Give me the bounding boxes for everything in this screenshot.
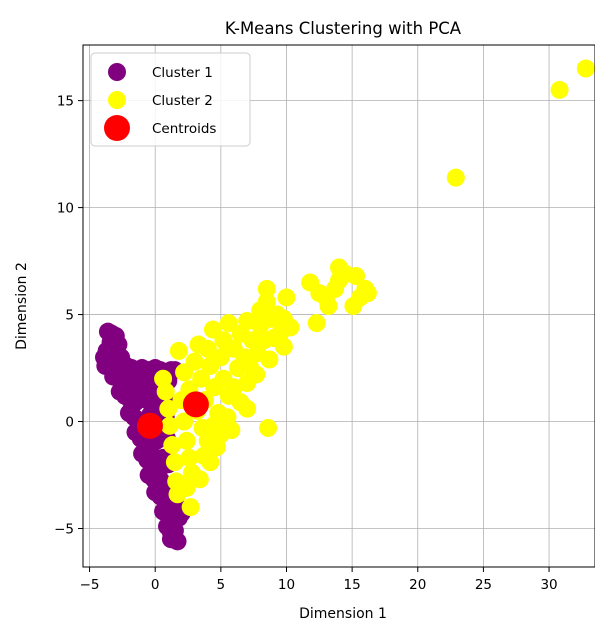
cluster-2-point [257, 292, 276, 311]
cluster-2-point [274, 337, 293, 356]
cluster-2-point [319, 297, 338, 315]
cluster-2-point [307, 314, 326, 333]
cluster-2-point [257, 279, 276, 298]
x-tick-label: 0 [151, 577, 160, 593]
cluster-2-point [190, 470, 209, 489]
plot-area-points [95, 59, 595, 551]
cluster-2-point [175, 412, 194, 431]
cluster-2-point [180, 448, 199, 467]
cluster-2-point [159, 399, 178, 418]
cluster-2-point [201, 453, 220, 472]
cluster-2-point [192, 369, 211, 388]
cluster-2-point [181, 498, 200, 517]
cluster-2-point [347, 267, 366, 286]
cluster-2-point [160, 416, 179, 435]
cluster-2-point [165, 453, 184, 472]
cluster-2-point [219, 314, 238, 333]
centroid-point [136, 412, 163, 439]
cluster-2-point [576, 59, 595, 78]
cluster-2-point [326, 279, 345, 298]
x-axis-label: Dimension 1 [299, 606, 387, 622]
x-tick-label: 20 [409, 577, 426, 593]
cluster-2-point [156, 382, 175, 401]
y-tick-label: −5 [54, 521, 74, 537]
cluster-2-point [358, 284, 377, 303]
cluster-2-point [259, 418, 278, 437]
y-tick-label: 15 [57, 94, 74, 110]
cluster-2-point [177, 478, 196, 497]
cluster-2-point [198, 339, 217, 358]
series-centroid [136, 391, 209, 439]
x-tick-label: 10 [278, 577, 295, 593]
legend-box [90, 52, 251, 147]
legend-marker-cluster-2 [108, 91, 126, 109]
cluster-2-point [277, 288, 296, 307]
x-tick-label: 25 [475, 577, 492, 593]
cluster-1-point [168, 532, 187, 551]
cluster-2-point [177, 431, 196, 450]
cluster-2-point [169, 341, 188, 360]
y-tick-label: 5 [65, 308, 74, 324]
centroid-point [182, 391, 209, 418]
cluster-2-point [550, 80, 569, 99]
legend-marker-centroids [104, 115, 130, 141]
cluster-2-point [238, 399, 257, 418]
y-tick-label: 10 [57, 201, 74, 217]
legend-label-cluster-2: Cluster 2 [152, 93, 213, 109]
y-tick-label: 0 [65, 415, 74, 431]
plot-frame [82, 44, 595, 568]
x-tick-label: 5 [217, 577, 226, 593]
cluster-2-point [281, 318, 300, 337]
cluster-2-point [163, 436, 182, 455]
legend-label-centroids: Centroids [152, 121, 216, 137]
cluster-2-point [207, 438, 226, 457]
legend: Cluster 1 Cluster 2 Centroids [90, 52, 251, 147]
y-axis-ticks: −5 0 5 10 15 [54, 94, 83, 537]
cluster-2-point [185, 352, 204, 371]
x-tick-label: 15 [344, 577, 361, 593]
legend-label-cluster-1: Cluster 1 [152, 65, 213, 81]
legend-marker-cluster-1 [108, 63, 126, 81]
series-cluster-2 [154, 59, 595, 517]
cluster-2-point [222, 421, 241, 440]
cluster-2-point [211, 348, 230, 367]
x-tick-label: −5 [80, 577, 100, 593]
x-tick-label: 30 [540, 577, 557, 593]
chart-title: K-Means Clustering with PCA [225, 19, 462, 38]
cluster-2-point [247, 365, 266, 384]
cluster-2-point [446, 168, 465, 187]
x-axis-ticks: −5 0 5 10 15 20 25 30 [80, 567, 558, 593]
y-axis-label: Dimension 2 [14, 262, 30, 350]
cluster-2-point [260, 350, 279, 369]
